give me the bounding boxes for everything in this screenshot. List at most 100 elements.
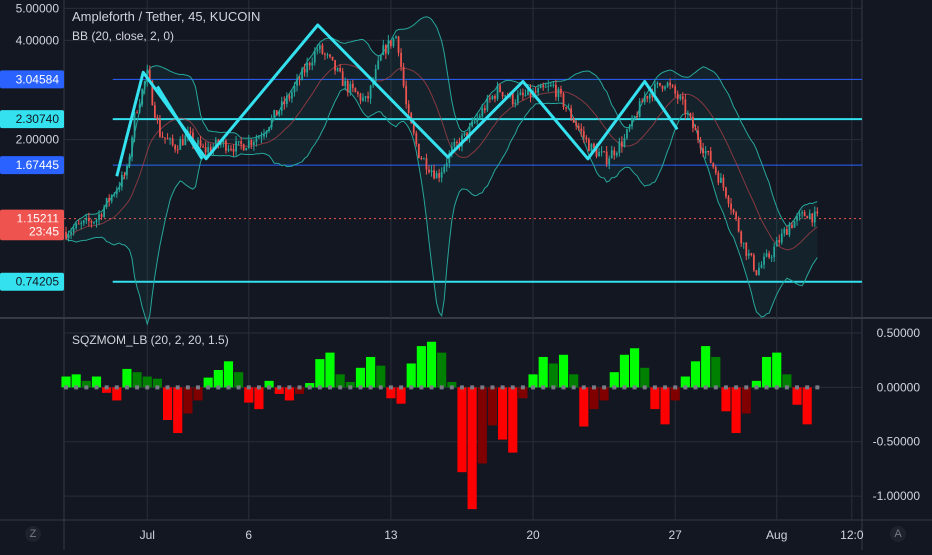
momentum-bar (751, 380, 761, 388)
candle-body (197, 140, 199, 145)
candle-body (537, 88, 540, 93)
candle-body (128, 156, 131, 167)
symbol-legend[interactable]: Ampleforth / Tether, 45, KUCOIN (72, 9, 261, 24)
candle-body (105, 197, 108, 207)
candle-body (732, 209, 735, 213)
squeeze-dot (744, 385, 749, 390)
price-label: 23:45 (29, 224, 59, 238)
squeeze-dot (246, 385, 251, 390)
momentum-bar (569, 374, 579, 388)
squeeze-dot (490, 385, 495, 390)
squeeze-dot (713, 385, 718, 390)
candle-body (725, 187, 727, 197)
candle-body (237, 141, 240, 143)
candle-body (448, 153, 451, 164)
candle-body (255, 138, 258, 143)
zoom-button[interactable]: Z (25, 526, 41, 542)
candle-body (801, 212, 803, 214)
candle-body (133, 112, 136, 138)
candle-body (466, 132, 468, 138)
candle-body (90, 221, 93, 223)
momentum-bar (305, 383, 315, 388)
candle-body (311, 62, 314, 66)
candle-body (572, 118, 575, 123)
auto-scale-button[interactable]: A (890, 526, 906, 542)
candle-body (471, 121, 474, 127)
candle-body (263, 134, 265, 137)
price-label-bg (0, 110, 64, 129)
momentum-bar (81, 380, 91, 388)
momentum-bar (619, 354, 629, 388)
squeeze-dot (409, 385, 414, 390)
squeeze-dot (774, 385, 779, 390)
bb-basis (65, 63, 818, 251)
price-label-bg (0, 70, 64, 89)
price-label-bg (0, 272, 64, 291)
time-tick-label: 12:0 (840, 528, 864, 542)
candle-body (621, 141, 623, 147)
momentum-bar (609, 372, 619, 388)
candle-body (245, 148, 248, 151)
candle-body (481, 108, 484, 117)
candle-body (542, 85, 545, 88)
momentum-bar (122, 368, 132, 388)
candle-body (760, 264, 763, 268)
candle-body (752, 255, 755, 271)
candle-body (664, 86, 666, 89)
candle-body (750, 253, 753, 256)
candle-body (780, 233, 783, 243)
momentum-bar (234, 372, 244, 388)
candle-body (681, 96, 684, 100)
candle-body (765, 253, 768, 257)
candle-body (494, 96, 496, 99)
squeeze-dot (358, 385, 363, 390)
price-tick-label: 4.00000 (16, 33, 60, 47)
time-tick-label: 6 (245, 528, 252, 542)
candle-body (285, 96, 288, 105)
candle-body (788, 224, 791, 235)
candle-body (803, 212, 806, 217)
pattern-zigzag (115, 23, 679, 177)
candle-body (651, 93, 654, 98)
candle-body (118, 186, 121, 190)
candle-body (593, 143, 595, 148)
candle-body (202, 146, 204, 148)
bb-legend[interactable]: BB (20, close, 2, 0) (72, 29, 175, 43)
candle-body (392, 38, 395, 47)
momentum-bar (406, 363, 416, 388)
candle-body (590, 143, 593, 152)
candle-body (420, 157, 423, 160)
price-tick-label: 5.00000 (16, 1, 60, 15)
candle-body (791, 224, 793, 228)
candle-body (499, 85, 501, 92)
squeeze-dot (703, 385, 708, 390)
candle-body (692, 116, 694, 128)
squeeze-dot (124, 385, 129, 390)
candle-body (324, 53, 326, 55)
squeeze-dot (480, 385, 485, 390)
squeeze-dot (348, 385, 353, 390)
squeeze-dot (216, 385, 221, 390)
squeeze-dot (632, 385, 637, 390)
candle-body (659, 82, 661, 86)
squeeze-dot (378, 385, 383, 390)
candle-body (544, 86, 547, 88)
squeeze-dot (64, 385, 69, 390)
candle-body (390, 40, 392, 47)
momentum-bar (731, 387, 741, 434)
candle-body (785, 229, 788, 235)
momentum-bar (345, 381, 355, 388)
candle-body (813, 211, 816, 223)
candle-body (806, 216, 809, 219)
candle-body (123, 174, 126, 176)
candle-body (166, 138, 169, 140)
candle-body (65, 231, 67, 239)
momentum-bar (294, 387, 305, 394)
candle-body (534, 91, 537, 93)
candle-body (638, 101, 641, 117)
candle-body (151, 81, 154, 106)
oscillator-legend[interactable]: SQZMOM_LB (20, 2, 20, 1.5) (72, 333, 229, 347)
candle-body (486, 98, 489, 111)
candle-body (329, 54, 331, 57)
